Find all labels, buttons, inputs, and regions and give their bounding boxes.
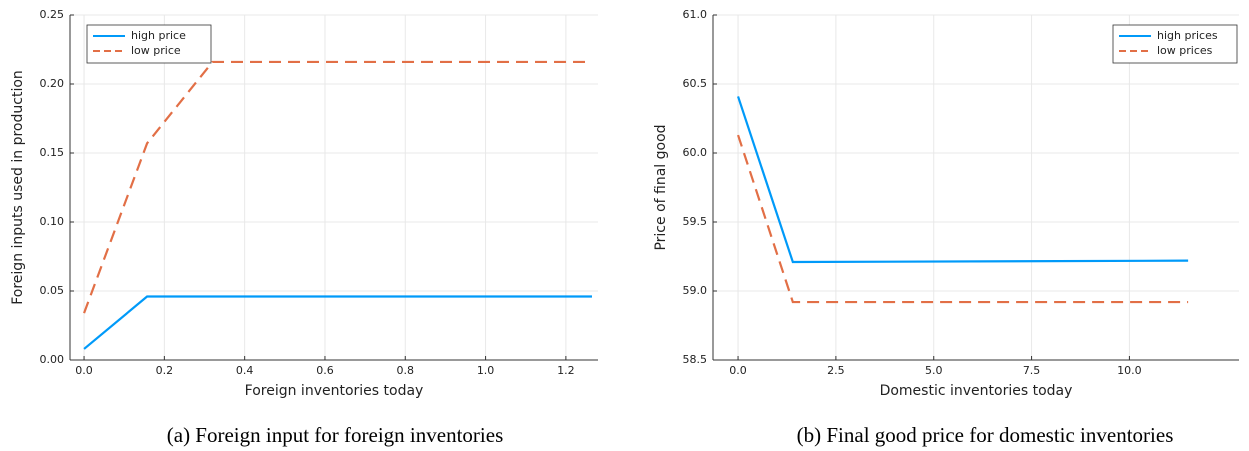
x-tick-label: 1.0 bbox=[477, 364, 495, 377]
y-tick-label: 0.20 bbox=[40, 77, 65, 90]
x-tick-label: 10.0 bbox=[1117, 364, 1142, 377]
x-tick-label: 0.0 bbox=[75, 364, 93, 377]
y-tick-label: 0.00 bbox=[40, 353, 65, 366]
legend-box bbox=[86, 24, 212, 64]
legend-label: high price bbox=[131, 29, 186, 42]
x-tick-label: 0.6 bbox=[316, 364, 334, 377]
x-axis-label: Domestic inventories today bbox=[880, 383, 1073, 399]
legend-label: low prices bbox=[1157, 44, 1213, 57]
legend-label: high prices bbox=[1157, 29, 1218, 42]
y-axis-label: Price of final good bbox=[653, 124, 669, 250]
chart: 0.0 2.5 5.0 7.5 10.0 58.5 59.0 59.5 60.0 60.5 61.0… bbox=[653, 8, 1239, 447]
y-axis-label: Foreign inputs used in production bbox=[10, 70, 26, 305]
line bbox=[737, 134, 1189, 304]
legend-box bbox=[1112, 24, 1238, 64]
legend-label: low price bbox=[131, 44, 181, 57]
y-tick-label: 61.0 bbox=[683, 8, 708, 21]
x-tick-label: 0.0 bbox=[729, 364, 747, 377]
x-tick-label: 0.2 bbox=[156, 364, 174, 377]
y-tick-label: 58.5 bbox=[683, 353, 708, 366]
x-tick-label: 0.8 bbox=[397, 364, 415, 377]
y-tick-label: 0.25 bbox=[40, 8, 65, 21]
x-tick-label: 2.5 bbox=[827, 364, 845, 377]
x-tick-label: 0.4 bbox=[236, 364, 254, 377]
x-tick-label: 1.2 bbox=[557, 364, 575, 377]
x-tick-label: 7.5 bbox=[1023, 364, 1041, 377]
caption: (a) Foreign input for foreign inventorie… bbox=[167, 423, 504, 447]
y-tick-label: 0.15 bbox=[40, 146, 65, 159]
y-tick-label: 59.5 bbox=[683, 215, 708, 228]
y-tick-label: 0.05 bbox=[40, 284, 65, 297]
caption: (b) Final good price for domestic invent… bbox=[797, 423, 1174, 447]
y-tick-label: 60.0 bbox=[683, 146, 708, 159]
x-axis-label: Foreign inventories today bbox=[245, 383, 424, 399]
chart: 0.0 0.2 0.4 0.6 0.8 1.0 1.2 0.00 0.05 0.10 0.15 0.2… bbox=[10, 8, 598, 447]
line bbox=[83, 60, 592, 314]
y-tick-label: 0.10 bbox=[40, 215, 65, 228]
x-tick-label: 5.0 bbox=[925, 364, 943, 377]
y-tick-label: 59.0 bbox=[683, 284, 708, 297]
line bbox=[83, 295, 592, 350]
y-tick-label: 60.5 bbox=[683, 77, 708, 90]
line bbox=[737, 96, 1189, 264]
